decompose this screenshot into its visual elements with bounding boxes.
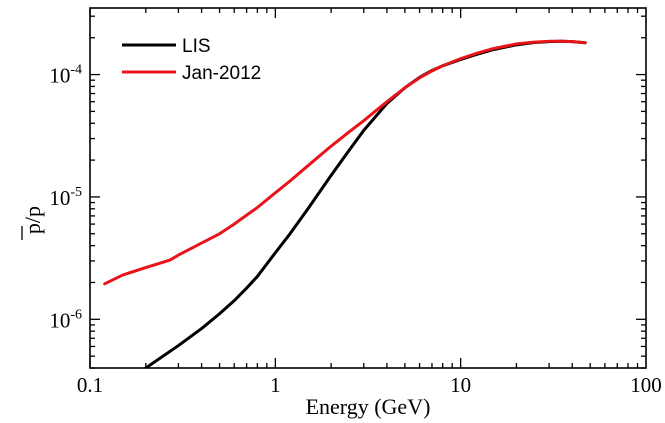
tick-labels: 0.1 1 10 100 10-6 10-5 10-4	[49, 63, 661, 397]
axis-ticks	[89, 8, 646, 369]
plot-lines	[103, 39, 587, 368]
x-tick-label: 10	[450, 373, 471, 397]
legend-label-jan-2012: Jan-2012	[182, 63, 261, 84]
x-tick-label: 1	[270, 373, 281, 397]
y-tick-label: 10-6	[49, 307, 82, 332]
y-axis-title: p/p	[20, 206, 45, 234]
x-tick-label: 100	[630, 373, 662, 397]
x-tick-label: 0.1	[77, 373, 103, 397]
series-line-jan-2012	[103, 39, 587, 286]
y-tick-label: 10-4	[49, 63, 82, 88]
series-line-lis	[144, 39, 587, 368]
x-axis-title: Energy (GeV)	[306, 394, 431, 419]
y-axis-title-group: p/p	[20, 206, 45, 240]
legend: LIS Jan-2012	[122, 36, 261, 84]
y-tick-label: 10-5	[49, 185, 82, 210]
plot-frame	[89, 7, 647, 369]
legend-label-lis: LIS	[182, 36, 211, 57]
